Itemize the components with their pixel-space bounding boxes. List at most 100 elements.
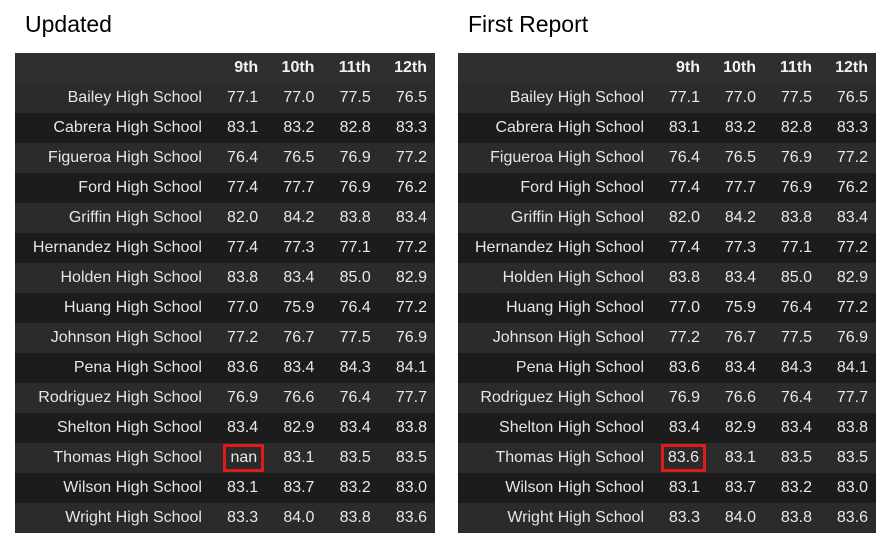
table-row: Griffin High School 82.0 84.2 83.8 83.4 bbox=[15, 203, 435, 233]
score-cell: 77.2 bbox=[820, 143, 876, 173]
score-cell: 82.9 bbox=[708, 413, 764, 443]
score-cell: 83.8 bbox=[764, 203, 820, 233]
score-cell: 77.3 bbox=[266, 233, 323, 263]
score-cell: 77.2 bbox=[378, 233, 435, 263]
school-name: Shelton High School bbox=[15, 413, 210, 443]
table-row: Bailey High School 77.1 77.0 77.5 76.5 bbox=[15, 83, 435, 113]
score-cell: 77.5 bbox=[322, 323, 379, 353]
score-cell: 77.2 bbox=[820, 293, 876, 323]
index-header bbox=[458, 53, 652, 83]
score-cell: 76.9 bbox=[820, 323, 876, 353]
score-cell: 83.4 bbox=[708, 353, 764, 383]
score-cell: 83.2 bbox=[764, 473, 820, 503]
score-cell: 76.9 bbox=[764, 173, 820, 203]
school-name: Cabrera High School bbox=[15, 113, 210, 143]
score-cell: 77.0 bbox=[266, 83, 323, 113]
score-cell: 84.1 bbox=[378, 353, 435, 383]
school-name: Pena High School bbox=[15, 353, 210, 383]
score-cell: 77.4 bbox=[209, 233, 267, 263]
score-cell: 84.3 bbox=[322, 353, 379, 383]
table-row: Rodriguez High School 76.9 76.6 76.4 77.7 bbox=[458, 383, 876, 413]
score-cell: 83.8 bbox=[322, 503, 379, 533]
score-cell: 76.5 bbox=[708, 143, 764, 173]
score-cell: 83.3 bbox=[378, 113, 435, 143]
grade-header-9th: 9th bbox=[209, 53, 267, 83]
score-cell: 83.4 bbox=[378, 203, 435, 233]
table-row: Huang High School 77.0 75.9 76.4 77.2 bbox=[15, 293, 435, 323]
score-cell: 84.0 bbox=[266, 503, 323, 533]
score-cell: 75.9 bbox=[266, 293, 323, 323]
score-cell: 83.3 bbox=[209, 503, 267, 533]
score-cell: 77.4 bbox=[209, 173, 267, 203]
school-name: Hernandez High School bbox=[458, 233, 652, 263]
table-row: Pena High School 83.6 83.4 84.3 84.1 bbox=[458, 353, 876, 383]
score-cell: 76.5 bbox=[820, 83, 876, 113]
score-cell: 77.5 bbox=[764, 83, 820, 113]
score-cell: 76.5 bbox=[266, 143, 323, 173]
score-cell: 84.1 bbox=[820, 353, 876, 383]
grade-header-9th: 9th bbox=[652, 53, 708, 83]
score-cell: 76.5 bbox=[378, 83, 435, 113]
score-cell: 83.6 bbox=[652, 443, 708, 473]
table-row: Figueroa High School 76.4 76.5 76.9 77.2 bbox=[15, 143, 435, 173]
score-cell: 82.9 bbox=[820, 263, 876, 293]
score-cell: 83.4 bbox=[764, 413, 820, 443]
highlighted-score: 83.6 bbox=[660, 444, 706, 472]
panel-title: First Report bbox=[468, 11, 589, 37]
score-cell: 77.2 bbox=[378, 143, 435, 173]
score-cell: 83.0 bbox=[378, 473, 435, 503]
score-cell: 82.8 bbox=[764, 113, 820, 143]
score-cell: 77.0 bbox=[209, 293, 267, 323]
score-cell: 83.5 bbox=[764, 443, 820, 473]
school-name: Thomas High School bbox=[15, 443, 210, 473]
score-cell: 83.4 bbox=[266, 353, 323, 383]
score-cell: 76.2 bbox=[820, 173, 876, 203]
score-cell: 83.2 bbox=[266, 113, 323, 143]
school-name: Wright High School bbox=[15, 503, 210, 533]
score-cell: 83.8 bbox=[652, 263, 708, 293]
table-row: Thomas High School nan 83.1 83.5 83.5 bbox=[15, 443, 435, 473]
school-name: Holden High School bbox=[15, 263, 210, 293]
table-row: Bailey High School 77.1 77.0 77.5 76.5 bbox=[458, 83, 876, 113]
table-row: Griffin High School 82.0 84.2 83.8 83.4 bbox=[458, 203, 876, 233]
table-row: Wright High School 83.3 84.0 83.8 83.6 bbox=[458, 503, 876, 533]
score-cell: 83.5 bbox=[378, 443, 435, 473]
score-cell: 83.8 bbox=[378, 413, 435, 443]
score-cell: 83.7 bbox=[266, 473, 323, 503]
school-name: Wright High School bbox=[458, 503, 652, 533]
score-cell: 83.4 bbox=[322, 413, 379, 443]
score-cell: 76.9 bbox=[322, 143, 379, 173]
score-cell: 83.4 bbox=[708, 263, 764, 293]
school-name: Wilson High School bbox=[458, 473, 652, 503]
score-cell: 76.4 bbox=[322, 293, 379, 323]
score-cell: 82.9 bbox=[378, 263, 435, 293]
score-cell: 77.7 bbox=[266, 173, 323, 203]
score-cell: 77.4 bbox=[652, 173, 708, 203]
table-row: Holden High School 83.8 83.4 85.0 82.9 bbox=[458, 263, 876, 293]
school-name: Figueroa High School bbox=[15, 143, 210, 173]
table-row: Ford High School 77.4 77.7 76.9 76.2 bbox=[15, 173, 435, 203]
score-cell: 83.7 bbox=[708, 473, 764, 503]
score-cell: 82.8 bbox=[322, 113, 379, 143]
score-cell: 76.4 bbox=[322, 383, 379, 413]
score-cell: 76.7 bbox=[708, 323, 764, 353]
school-name: Wilson High School bbox=[15, 473, 210, 503]
score-cell: 83.4 bbox=[820, 203, 876, 233]
score-cell: 82.0 bbox=[209, 203, 267, 233]
score-cell: 83.1 bbox=[209, 473, 267, 503]
school-name: Rodriguez High School bbox=[458, 383, 652, 413]
score-cell: 83.6 bbox=[652, 353, 708, 383]
index-header bbox=[15, 53, 210, 83]
table-row: Huang High School 77.0 75.9 76.4 77.2 bbox=[458, 293, 876, 323]
school-name: Johnson High School bbox=[15, 323, 210, 353]
school-name: Bailey High School bbox=[458, 83, 652, 113]
school-name: Cabrera High School bbox=[458, 113, 652, 143]
score-cell: 83.8 bbox=[764, 503, 820, 533]
score-cell: 83.1 bbox=[652, 113, 708, 143]
school-name: Ford High School bbox=[15, 173, 210, 203]
score-cell: 76.2 bbox=[378, 173, 435, 203]
table-header-row: 9th 10th 11th 12th bbox=[458, 53, 876, 83]
score-cell: 77.2 bbox=[378, 293, 435, 323]
score-cell: 84.0 bbox=[708, 503, 764, 533]
score-cell: 83.3 bbox=[820, 113, 876, 143]
